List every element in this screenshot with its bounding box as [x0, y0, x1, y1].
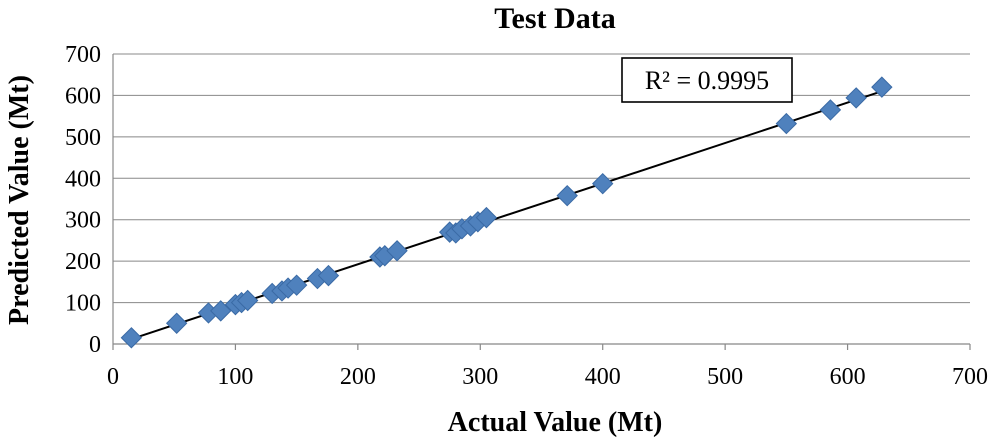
data-point-27	[871, 76, 893, 98]
r-squared-box	[621, 57, 793, 103]
data-point-3	[210, 300, 232, 322]
data-point-25	[819, 99, 842, 121]
data-point-22	[556, 184, 578, 207]
axes	[112, 54, 971, 350]
data-point-21	[475, 206, 498, 229]
chart-title: Test Data	[494, 2, 615, 35]
r-squared-label: R² = 0.9995	[645, 66, 769, 95]
data-point-15	[386, 240, 408, 262]
x-tick-700: 700	[952, 364, 988, 390]
data-point-0	[120, 327, 143, 349]
y-axis-title: Predicted Value (Mt)	[4, 75, 35, 325]
y-tick-0: 0	[89, 332, 101, 358]
y-tick-500: 500	[65, 125, 101, 151]
y-tick-200: 200	[65, 249, 101, 275]
gridlines	[113, 53, 970, 304]
r-squared-annotation: R² = 0.9995	[621, 57, 793, 103]
y-tick-300: 300	[65, 208, 101, 234]
x-tick-600: 600	[830, 364, 866, 390]
x-tick-200: 200	[340, 364, 376, 390]
data-point-10	[285, 274, 308, 296]
x-axis-title: Actual Value (Mt)	[448, 407, 663, 438]
y-tick-600: 600	[65, 83, 101, 109]
x-tick-300: 300	[462, 364, 498, 390]
data-point-12	[317, 264, 340, 287]
data-point-1	[165, 312, 188, 334]
trendline-group	[131, 89, 885, 340]
x-tick-500: 500	[707, 364, 743, 390]
data-points	[120, 76, 893, 349]
y-tick-labels: 0 100 200 300 400 500 600 700	[65, 42, 101, 358]
y-tick-400: 400	[65, 166, 101, 192]
x-tick-0: 0	[107, 364, 119, 390]
trendline	[131, 89, 885, 340]
data-point-24	[775, 112, 798, 135]
x-tick-400: 400	[585, 364, 621, 390]
y-tick-100: 100	[65, 291, 101, 317]
y-tick-700: 700	[65, 42, 101, 68]
data-point-23	[592, 172, 614, 195]
data-point-6	[236, 289, 259, 312]
x-tick-100: 100	[217, 364, 253, 390]
data-point-26	[845, 87, 867, 109]
x-tick-labels: 0 100 200 300 400 500 600 700	[107, 364, 988, 390]
